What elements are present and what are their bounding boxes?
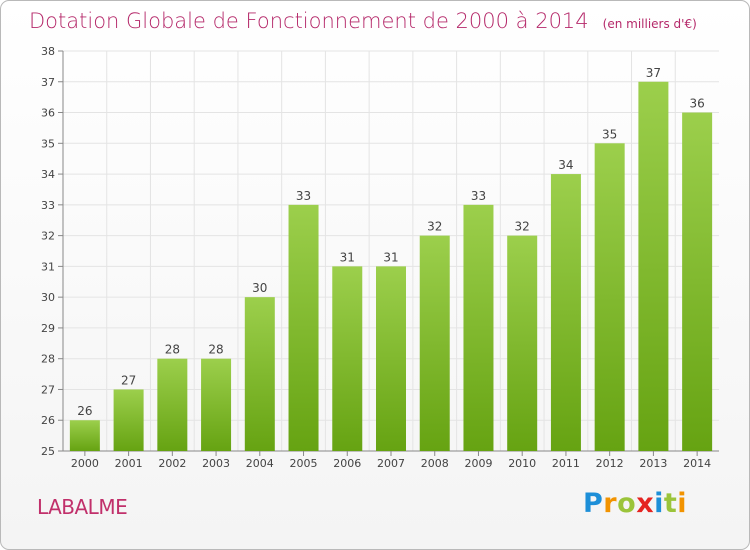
data-label-2002: 28 <box>165 343 180 357</box>
y-tick-label: 29 <box>41 322 55 335</box>
data-label-2011: 34 <box>558 158 573 172</box>
bar-2010 <box>507 235 538 451</box>
x-tick-label-2000: 2000 <box>71 457 99 470</box>
data-label-2006: 31 <box>340 250 355 264</box>
x-tick-label-2007: 2007 <box>377 457 405 470</box>
y-tick-label: 26 <box>41 414 55 427</box>
data-label-2009: 33 <box>471 189 486 203</box>
x-tick-label-2005: 2005 <box>290 457 318 470</box>
x-tick-label-2001: 2001 <box>115 457 143 470</box>
x-tick-label-2013: 2013 <box>639 457 667 470</box>
y-tick-label: 31 <box>41 260 55 273</box>
chart-unit-note: (en milliers d'€) <box>602 17 697 31</box>
x-tick-label-2008: 2008 <box>421 457 449 470</box>
y-tick-label: 37 <box>41 76 55 89</box>
bar-2014 <box>682 112 713 452</box>
y-tick-label: 33 <box>41 199 55 212</box>
y-tick-label: 30 <box>41 291 55 304</box>
data-label-2008: 32 <box>427 220 442 234</box>
bar-2004 <box>244 297 275 451</box>
labels: 25 26 27 28 29 30 31 32 33 34 35 36 37 38 26 2000 27 2001… <box>41 45 711 470</box>
data-label-2005: 33 <box>296 189 311 203</box>
y-tick-label: 34 <box>41 168 55 181</box>
bar-2011 <box>550 174 581 452</box>
y-tick-label: 25 <box>41 445 55 458</box>
data-label-2003: 28 <box>208 343 223 357</box>
bars <box>69 81 713 452</box>
y-tick-label: 38 <box>41 45 55 58</box>
bar-2013 <box>638 81 669 452</box>
bar-2000 <box>69 420 100 451</box>
y-tick-label: 28 <box>41 353 55 366</box>
data-label-2001: 27 <box>121 373 136 387</box>
x-tick-label-2003: 2003 <box>202 457 230 470</box>
y-tick-label: 32 <box>41 230 55 243</box>
x-tick-label-2009: 2009 <box>464 457 492 470</box>
bar-2008 <box>419 235 450 451</box>
x-tick-label-2006: 2006 <box>333 457 361 470</box>
data-label-2000: 26 <box>77 404 92 418</box>
data-label-2010: 32 <box>515 220 530 234</box>
bar-2003 <box>201 358 232 451</box>
bar-2001 <box>113 389 144 451</box>
proxiti-logo: Proxiti <box>583 488 688 519</box>
commune-name: LABALME <box>37 495 128 519</box>
bar-2006 <box>332 266 363 451</box>
data-label-2012: 35 <box>602 127 617 141</box>
chart-title-block: Dotation Globale de Fonctionnement de 20… <box>29 9 697 33</box>
y-tick-label: 27 <box>41 383 55 396</box>
x-tick-label-2012: 2012 <box>596 457 624 470</box>
x-tick-label-2010: 2010 <box>508 457 536 470</box>
data-label-2004: 30 <box>252 281 267 295</box>
bar-2012 <box>594 143 625 452</box>
bar-2009 <box>463 204 494 451</box>
data-label-2014: 36 <box>689 97 704 111</box>
x-tick-label-2014: 2014 <box>683 457 711 470</box>
bar-2007 <box>376 266 406 451</box>
x-tick-label-2004: 2004 <box>246 457 274 470</box>
bar-2002 <box>157 358 188 451</box>
data-label-2013: 37 <box>646 66 661 80</box>
x-tick-label-2011: 2011 <box>552 457 580 470</box>
chart-title: Dotation Globale de Fonctionnement de 20… <box>29 9 589 33</box>
bar-2005 <box>288 204 319 451</box>
x-tick-label-2002: 2002 <box>158 457 186 470</box>
y-tick-label: 35 <box>41 137 55 150</box>
y-tick-label: 36 <box>41 107 55 120</box>
data-label-2007: 31 <box>383 250 398 264</box>
